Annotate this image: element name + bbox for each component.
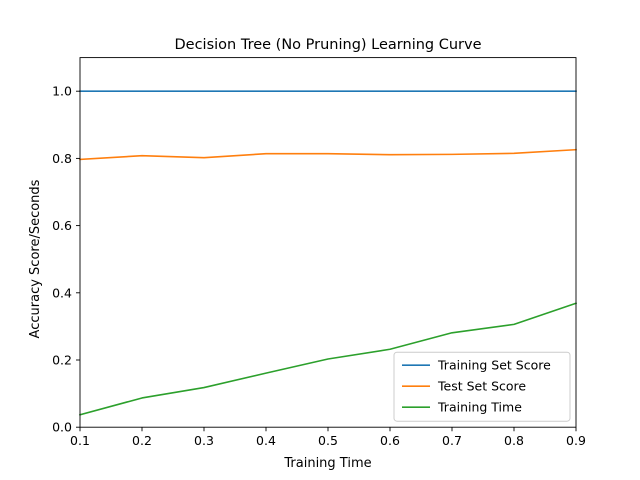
x-tick-label: 0.9 <box>566 433 586 448</box>
legend-box <box>393 351 571 422</box>
series-line-1 <box>79 148 577 161</box>
y-tick-label: 0.6 <box>52 218 72 233</box>
x-tick-label: 0.3 <box>194 433 214 448</box>
y-tick-label: 0.4 <box>52 285 72 300</box>
x-tick-label: 0.6 <box>380 433 400 448</box>
x-axis-label: Training Time <box>283 456 371 471</box>
x-tick-label: 0.5 <box>318 433 338 448</box>
y-tick-label: 0.2 <box>52 353 72 368</box>
x-tick-label: 0.4 <box>256 433 276 448</box>
y-axis-label: Accuracy Score/Seconds <box>28 179 43 338</box>
x-tick-label: 0.2 <box>132 433 152 448</box>
legend: Training Set Score Test Set Score Training… <box>393 351 571 422</box>
legend-label-1: Test Set Score <box>437 379 526 394</box>
series-line-2 <box>79 302 578 416</box>
x-tick-label: 0.8 <box>504 433 524 448</box>
x-tick-label: 0.1 <box>70 433 90 448</box>
axes-layer: 0.1 0.2 0.3 0.4 0.5 0.6 0.7 0.8 0.9 0.0 0.2 0.4 0.6 0… <box>52 57 586 448</box>
chart-title: Decision Tree (No Pruning) Learning Curv… <box>175 37 482 53</box>
x-tick-label: 0.7 <box>442 433 462 448</box>
series-layer <box>79 90 578 416</box>
legend-label-2: Training Time <box>437 400 522 415</box>
legend-label-0: Training Set Score <box>437 358 551 373</box>
y-tick-label: 0.8 <box>52 151 72 166</box>
y-tick-label: 1.0 <box>52 84 72 99</box>
y-tick-label: 0.0 <box>52 420 72 435</box>
